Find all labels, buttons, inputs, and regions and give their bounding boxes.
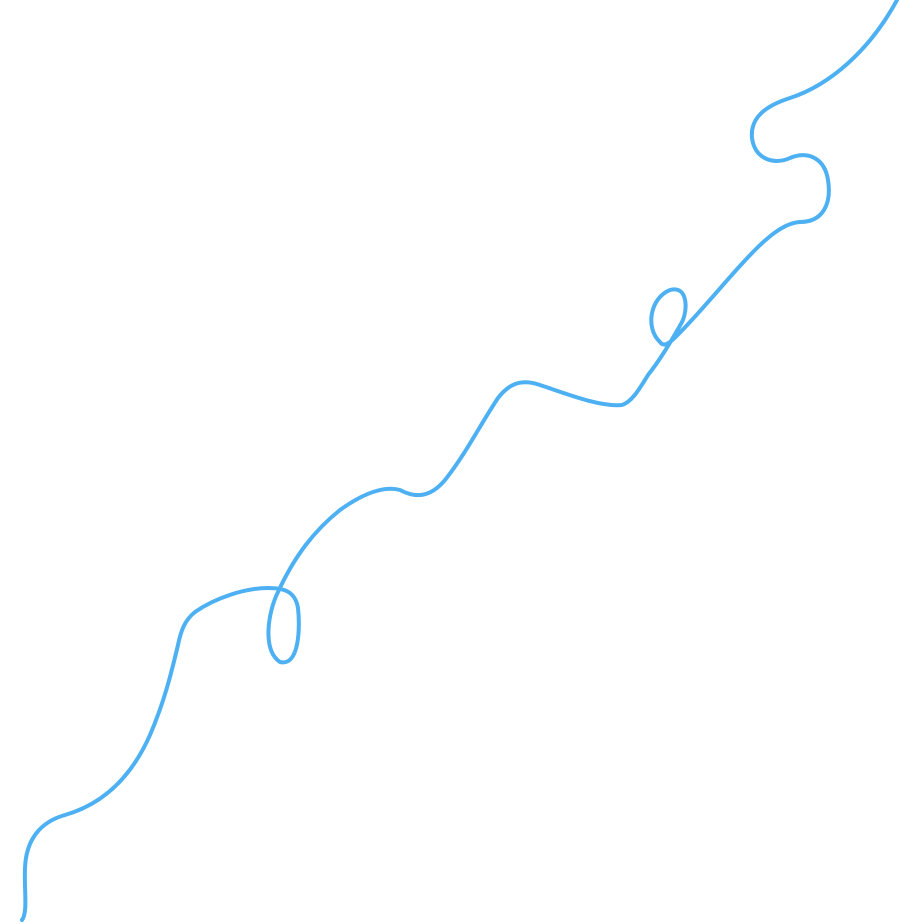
freehand-squiggle-line (20, 0, 899, 922)
